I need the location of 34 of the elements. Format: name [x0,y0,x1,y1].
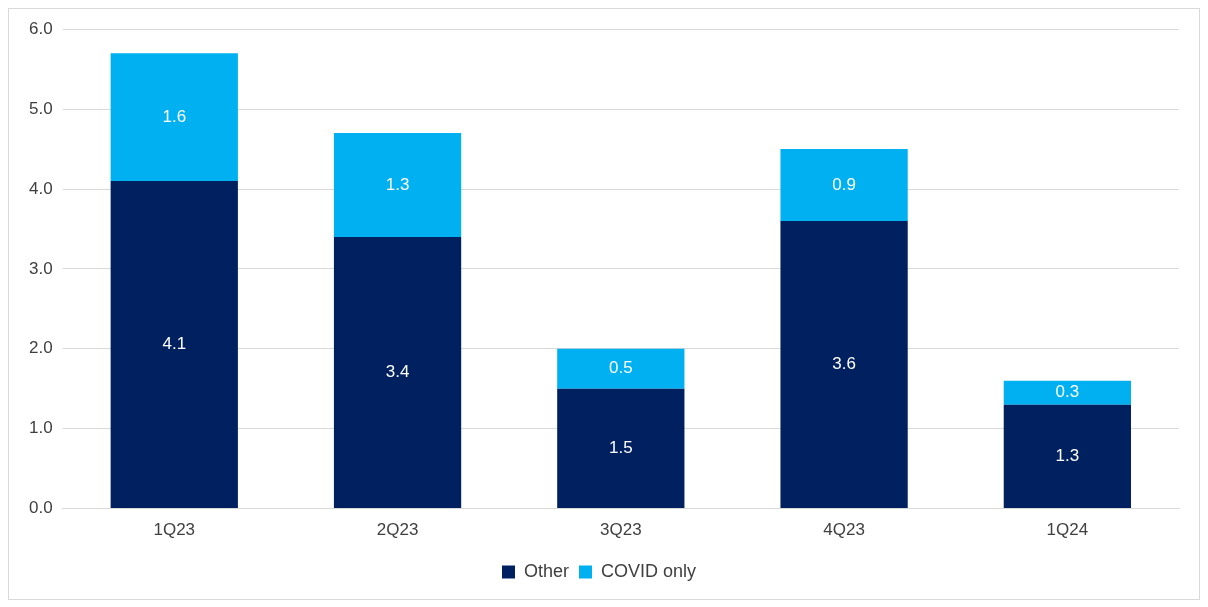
bar [110,53,238,182]
y-tick-label: 5.0 [28,98,53,118]
data-label: 3.4 [385,362,410,382]
x-tick-label: 2Q23 [376,520,419,540]
bar [333,133,462,237]
y-tick-label: 6.0 [28,18,53,38]
bar [1003,380,1131,405]
y-tick-label: 3.0 [28,258,53,278]
y-tick-label: 0.0 [28,498,53,518]
data-label: 0.3 [1055,382,1080,402]
bar [780,149,908,221]
x-tick-label: 4Q23 [823,520,865,540]
y-tick-label: 2.0 [28,338,53,358]
bar [1003,404,1131,509]
bar [557,388,685,509]
y-tick-label: 4.0 [28,178,53,198]
y-tick-label: 1.0 [28,418,53,438]
data-label: 1.3 [1055,446,1080,466]
bar [333,236,462,509]
bar [557,348,685,389]
data-label: 1.3 [385,174,410,194]
data-label: 1.6 [162,106,187,126]
x-tick-label: 1Q24 [1046,520,1089,540]
legend-label: Other [523,560,570,581]
x-tick-label: 1Q23 [153,520,196,540]
legend-label: COVID only [601,560,697,581]
data-label: 3.6 [832,354,856,374]
data-label: 0.9 [832,174,856,194]
x-tick-label: 3Q23 [600,520,642,540]
data-label: 0.5 [609,358,633,378]
bar [110,181,238,509]
data-label: 1.5 [609,438,633,458]
data-label: 4.1 [162,334,187,354]
bar [780,220,908,509]
